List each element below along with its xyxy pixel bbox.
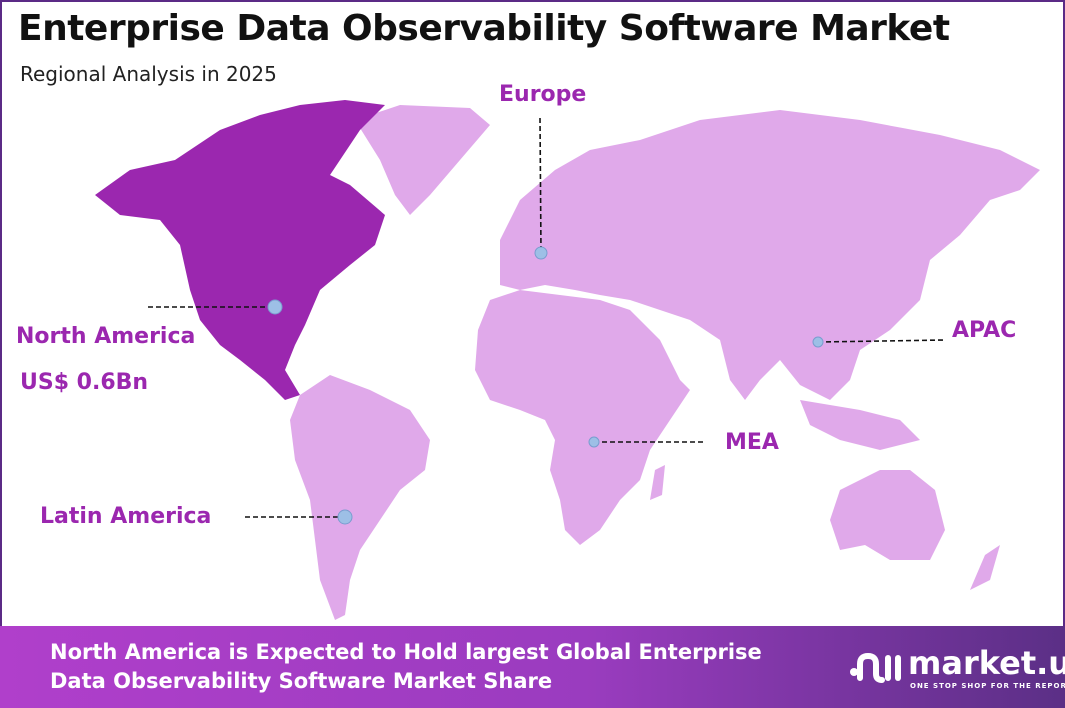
label-apac: APAC [952,318,1017,343]
value-north-america: US$ 0.6Bn [20,370,149,395]
other-regions [290,105,1040,620]
leader-lines [148,117,946,518]
market-us-logo: market.us ONE STOP SHOP FOR THE REPORTS [848,644,1065,690]
southeast-asia [800,400,920,450]
madagascar [650,465,665,500]
footer-text: North America is Expected to Hold larges… [50,638,762,696]
marker-mea[interactable] [588,436,600,448]
marker-latin-america[interactable] [337,509,353,525]
australia [830,470,945,560]
marker-europe[interactable] [534,246,548,260]
label-north-america: North America [16,324,196,349]
page-subtitle: Regional Analysis in 2025 [20,62,277,86]
north-america [95,100,385,400]
marker-apac[interactable] [812,336,824,348]
marker-north-america[interactable] [267,299,283,315]
region-markers [267,246,824,525]
africa [475,290,690,545]
footer-line-2: Data Observability Software Market Share [50,669,553,693]
label-latin-america: Latin America [40,504,212,529]
logo-tagline: ONE STOP SHOP FOR THE REPORTS [910,682,1065,690]
footer-line-1: North America is Expected to Hold larges… [50,640,762,664]
footer-banner: North America is Expected to Hold larges… [0,626,1065,708]
south-america [290,375,430,620]
europe-asia [500,110,1040,400]
logo-mark-icon [850,652,901,683]
page-title: Enterprise Data Observability Software M… [18,8,950,49]
label-europe: Europe [499,82,587,107]
logo-name: market.us [908,644,1065,682]
greenland [355,105,490,215]
new-zealand [970,545,1000,590]
label-mea: MEA [725,430,779,455]
world-map [95,100,1040,620]
